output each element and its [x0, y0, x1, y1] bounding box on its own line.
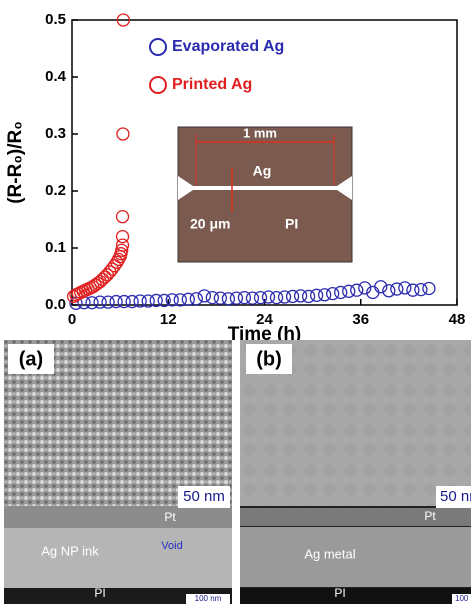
- point: [399, 282, 411, 294]
- point: [117, 128, 129, 140]
- y-tick-label: 0.0: [45, 296, 66, 313]
- ag-layer: [4, 528, 232, 588]
- point: [117, 211, 129, 223]
- x-tick-label: 36: [352, 311, 369, 328]
- point: [423, 282, 435, 294]
- scale-label: 50 nm: [183, 488, 225, 505]
- x-tick-label: 48: [449, 311, 466, 328]
- pt-layer: [240, 508, 471, 526]
- x-tick-label: 12: [160, 311, 177, 328]
- layer-label: Pt: [164, 510, 176, 524]
- inset-image: [178, 127, 352, 262]
- ag-line: [178, 186, 352, 190]
- y-axis-label: (R-R₀)/R₀: [5, 121, 26, 204]
- panel-label: (b): [256, 348, 282, 370]
- layer-label: Void: [161, 540, 182, 552]
- panel-b: (b) 50 nm Pt Ag metal PI 100: [240, 340, 471, 604]
- y-tick-label: 0.2: [45, 182, 66, 199]
- point: [198, 290, 210, 302]
- inset-text: Ag: [253, 163, 272, 179]
- layer-label: Pt: [424, 509, 436, 523]
- panel-label: (a): [19, 348, 43, 370]
- pt-layer: [4, 506, 232, 528]
- y-tick-label: 0.4: [45, 68, 67, 85]
- inset-text: 1 mm: [243, 125, 277, 140]
- x-tick-label: 0: [68, 311, 76, 328]
- inset-text: 20 μm: [190, 216, 230, 232]
- layer-label: PI: [94, 586, 105, 600]
- pi-layer: [240, 588, 471, 604]
- legend-marker: [150, 77, 166, 93]
- point: [190, 293, 202, 305]
- legend-label: Evaporated Ag: [172, 38, 284, 55]
- y-tick-label: 0.1: [45, 239, 66, 256]
- legend-marker: [150, 39, 166, 55]
- scale-label: 100 nm: [195, 594, 222, 603]
- legend-label: Printed Ag: [172, 76, 252, 93]
- scale-label: 100: [455, 594, 469, 603]
- inset-text: PI: [285, 216, 298, 232]
- point: [117, 231, 129, 243]
- layer-label: Ag NP ink: [41, 543, 99, 558]
- figure: 0.00.10.20.30.40.5012243648Time (h)(R-R₀…: [0, 0, 471, 604]
- layer-label: PI: [334, 586, 345, 600]
- inset: 1 mm Ag 20 μm PI: [178, 125, 352, 262]
- y-tick-label: 0.5: [45, 11, 66, 28]
- point: [351, 284, 363, 296]
- panel-a: (a) 50 nm Pt Ag NP ink Void PI 100 nm: [4, 340, 232, 604]
- y-tick-label: 0.3: [45, 125, 66, 142]
- layer-label: Ag metal: [304, 546, 355, 561]
- scale-label: 50 nm: [440, 488, 471, 505]
